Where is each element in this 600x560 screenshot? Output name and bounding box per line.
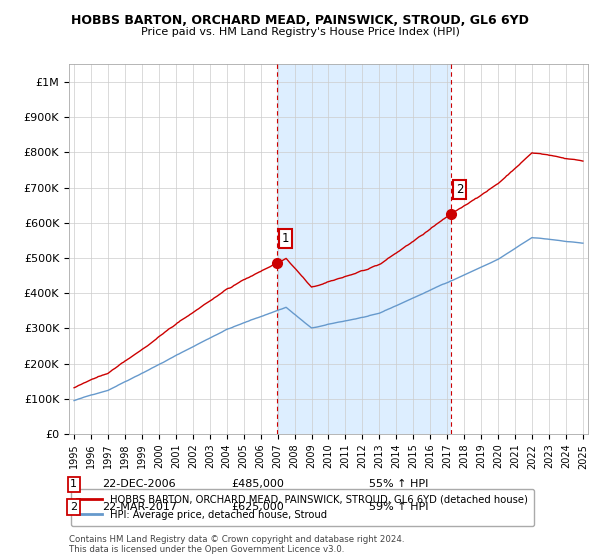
Bar xyxy=(277,64,451,434)
Text: 1: 1 xyxy=(282,232,289,245)
Text: £485,000: £485,000 xyxy=(231,479,284,489)
Text: HOBBS BARTON, ORCHARD MEAD, PAINSWICK, STROUD, GL6 6YD: HOBBS BARTON, ORCHARD MEAD, PAINSWICK, S… xyxy=(71,14,529,27)
Text: Contains HM Land Registry data © Crown copyright and database right 2024.
This d: Contains HM Land Registry data © Crown c… xyxy=(69,535,404,554)
Text: 2: 2 xyxy=(70,502,77,512)
Text: Price paid vs. HM Land Registry's House Price Index (HPI): Price paid vs. HM Land Registry's House … xyxy=(140,27,460,37)
Text: 1: 1 xyxy=(70,479,77,489)
Text: 55% ↑ HPI: 55% ↑ HPI xyxy=(369,479,428,489)
Text: 22-DEC-2006: 22-DEC-2006 xyxy=(102,479,176,489)
Text: 2: 2 xyxy=(455,183,463,196)
Legend: HOBBS BARTON, ORCHARD MEAD, PAINSWICK, STROUD, GL6 6YD (detached house), HPI: Av: HOBBS BARTON, ORCHARD MEAD, PAINSWICK, S… xyxy=(71,489,534,526)
Text: 22-MAR-2017: 22-MAR-2017 xyxy=(102,502,177,512)
Text: £625,000: £625,000 xyxy=(231,502,284,512)
Text: 59% ↑ HPI: 59% ↑ HPI xyxy=(369,502,428,512)
